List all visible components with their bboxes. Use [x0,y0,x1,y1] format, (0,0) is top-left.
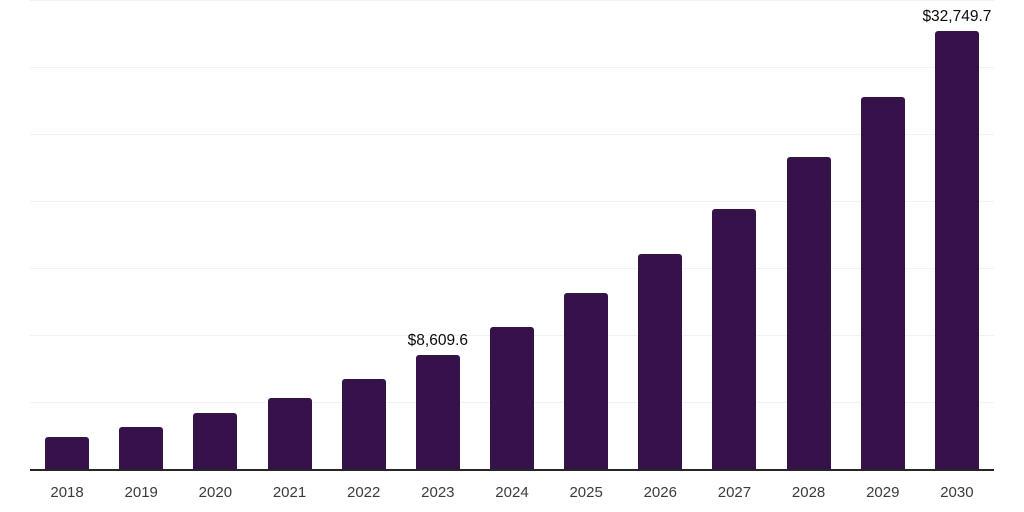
bar-2025 [564,292,609,469]
value-label-2023: $8,609.6 [407,331,469,349]
gridline [30,200,994,202]
bar-2027 [712,208,757,469]
x-tick-2028: 2028 [791,484,826,501]
x-axis-line [30,469,994,471]
x-tick-2022: 2022 [346,484,381,501]
value-label-2030: $32,749.7 [922,7,992,25]
gridline [30,133,994,135]
bar-2024 [490,327,534,469]
bar-2030 [934,30,979,469]
bar-2020 [193,413,238,469]
x-tick-2025: 2025 [569,484,603,501]
bar-2026 [638,253,683,469]
bar-2023 [415,354,460,469]
x-tick-2027: 2027 [717,484,752,501]
x-tick-2020: 2020 [198,484,233,501]
gridline [30,267,994,269]
x-tick-2023: 2023 [421,484,455,501]
gridline [30,66,994,68]
x-tick-2019: 2019 [124,484,158,501]
x-tick-2026: 2026 [643,484,677,501]
bar-2029 [860,97,905,469]
bar-2022 [341,378,386,469]
gridline [30,0,994,1]
x-tick-2018: 2018 [50,484,84,501]
x-tick-2029: 2029 [866,484,900,501]
bar-2019 [119,427,164,469]
bar-2018 [45,437,90,469]
x-tick-2021: 2021 [272,484,307,501]
x-tick-2024: 2024 [495,484,529,501]
bar-2021 [267,397,312,469]
x-tick-2030: 2030 [940,484,974,501]
bar-2028 [786,157,831,469]
